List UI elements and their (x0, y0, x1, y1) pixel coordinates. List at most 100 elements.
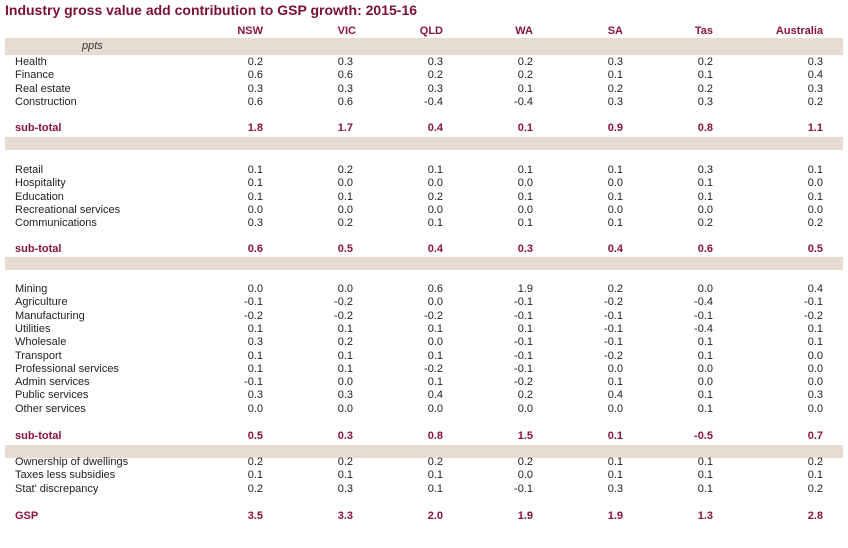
table-cell: 0.0 (337, 203, 353, 216)
section-separator-band (5, 137, 843, 150)
subtotal-cell: 0.1 (607, 430, 623, 442)
table-cell: 0.0 (697, 283, 713, 295)
table-cell: 0.1 (607, 469, 623, 482)
table-cell: 0.2 (427, 190, 443, 203)
subtotal-label: sub-total (15, 122, 62, 134)
table-cell: -0.1 (604, 309, 623, 322)
table-cell: 0.0 (807, 177, 823, 190)
table-cell: 0.0 (807, 376, 823, 389)
row-label: Agriculture (15, 296, 68, 309)
table-cell: 0.1 (807, 322, 823, 335)
table-cell: 0.3 (247, 217, 263, 230)
table-cell: 0.1 (607, 164, 623, 176)
table-cell: 0.1 (427, 482, 443, 495)
table-cell: 0.0 (697, 203, 713, 216)
gsp-cell: 3.3 (337, 510, 353, 522)
table-cell: 0.4 (427, 389, 443, 402)
row-label: Real estate (15, 82, 71, 95)
table-cell: 0.2 (337, 164, 353, 176)
table-cell: -0.2 (604, 296, 623, 309)
table-cell: 0.1 (517, 190, 533, 203)
row-label: Health (15, 56, 47, 68)
table-cell: 0.3 (807, 56, 823, 68)
table-cell: 0.0 (697, 376, 713, 389)
table-cell: 0.0 (517, 177, 533, 190)
table-cell: -0.1 (514, 362, 533, 375)
table-cell: 0.2 (607, 283, 623, 295)
unit-label: ppts (82, 40, 103, 52)
table-cell: 0.4 (607, 389, 623, 402)
table-cell: 0.1 (807, 469, 823, 482)
table-cell: 0.3 (697, 164, 713, 176)
table-cell: -0.1 (514, 336, 533, 349)
table-cell: 0.1 (807, 164, 823, 176)
table-cell: 0.3 (427, 56, 443, 68)
table-cell: 0.2 (807, 217, 823, 230)
column-header-wa: WA (515, 25, 533, 37)
row-label: Finance (15, 69, 55, 82)
row-label: Manufacturing (15, 309, 85, 322)
table-cell: 0.0 (337, 376, 353, 389)
table-cell: 0.1 (247, 469, 263, 482)
table-cell: 0.6 (337, 69, 353, 82)
table-cell: 0.2 (247, 482, 263, 495)
table-cell: 0.2 (607, 82, 623, 95)
table-cell: 0.0 (337, 402, 353, 415)
table-cell: 0.3 (807, 389, 823, 402)
table-cell: -0.2 (604, 349, 623, 362)
table-cell: -0.4 (694, 322, 713, 335)
row-label: Communications (15, 217, 97, 230)
table-cell: 0.3 (807, 82, 823, 95)
table-cell: 0.1 (427, 469, 443, 482)
table-cell: 0.6 (247, 95, 263, 108)
header-band (5, 38, 843, 55)
table-cell: -0.2 (424, 309, 443, 322)
table-cell: 0.1 (607, 376, 623, 389)
table-cell: -0.1 (244, 296, 263, 309)
table-cell: 0.4 (807, 69, 823, 82)
table-cell: 0.0 (807, 203, 823, 216)
subtotal-cell: 0.3 (517, 243, 533, 255)
gsp-cell: 2.0 (427, 510, 443, 522)
table-cell: 0.1 (427, 322, 443, 335)
table-cell: 0.2 (337, 336, 353, 349)
row-label: Transport (15, 349, 62, 362)
table-cell: 0.1 (697, 336, 713, 349)
table-cell: 0.2 (247, 456, 263, 468)
table-cell: 0.0 (607, 203, 623, 216)
table-cell: 0.1 (247, 322, 263, 335)
table-cell: 0.1 (337, 190, 353, 203)
table-cell: 0.1 (517, 164, 533, 176)
table-cell: 0.0 (607, 177, 623, 190)
table-cell: 0.2 (807, 456, 823, 468)
column-header-australia: Australia (775, 25, 823, 37)
table-cell: -0.2 (514, 376, 533, 389)
table-cell: 0.1 (337, 469, 353, 482)
gsp-label: GSP (15, 510, 39, 522)
gsp-cell: 1.9 (517, 510, 533, 522)
subtotal-cell: 0.8 (697, 122, 713, 134)
row-label: Ownership of dwellings (15, 456, 129, 468)
row-label: Hospitality (15, 177, 66, 190)
table-cell: 0.3 (607, 95, 623, 108)
table-cell: 0.1 (607, 217, 623, 230)
subtotal-cell: 1.1 (807, 122, 823, 134)
table-cell: 0.0 (807, 402, 823, 415)
table-cell: 0.1 (247, 362, 263, 375)
table-cell: 0.3 (247, 389, 263, 402)
table-cell: -0.1 (244, 376, 263, 389)
subtotal-cell: 0.5 (337, 243, 353, 255)
table-cell: 0.1 (697, 177, 713, 190)
section-separator-band (5, 445, 843, 458)
table-cell: 0.0 (247, 203, 263, 216)
table-cell: 0.2 (697, 56, 713, 68)
subtotal-cell: 0.1 (517, 122, 533, 134)
subtotal-cell: 0.4 (607, 243, 623, 255)
subtotal-cell: 0.4 (427, 122, 443, 134)
row-label: Construction (15, 95, 77, 108)
section-separator-band (5, 257, 843, 270)
row-label: Retail (15, 164, 44, 176)
table-cell: -0.1 (804, 296, 823, 309)
table-cell: 0.1 (607, 190, 623, 203)
